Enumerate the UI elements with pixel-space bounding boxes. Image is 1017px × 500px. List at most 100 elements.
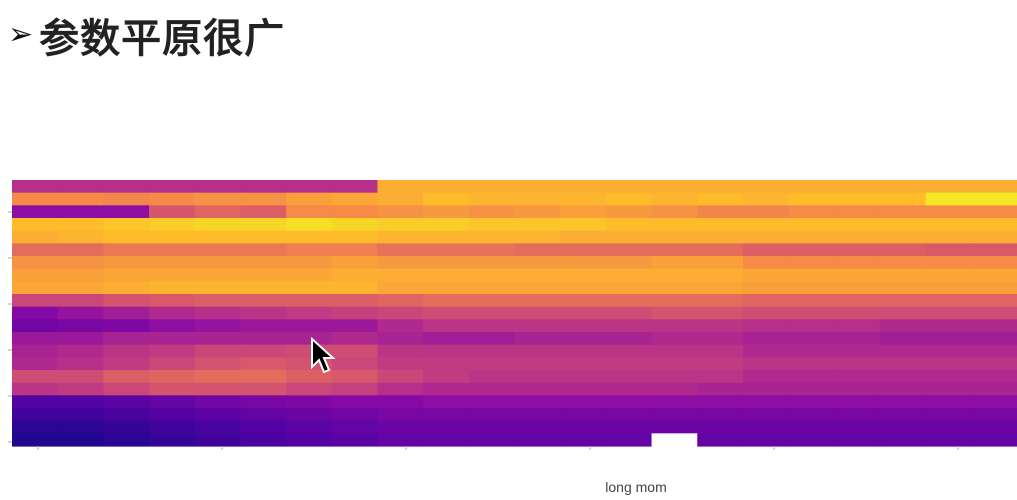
heatmap-cell xyxy=(57,370,104,384)
heatmap-cell xyxy=(423,344,470,358)
heatmap-cell xyxy=(12,205,59,219)
heatmap-cell xyxy=(468,357,516,371)
heatmap-cell xyxy=(834,268,881,282)
heatmap-cell xyxy=(103,344,150,358)
heatmap-cell xyxy=(788,332,835,346)
heatmap-cell xyxy=(423,218,470,232)
heatmap-cell xyxy=(514,268,561,282)
heatmap-cell xyxy=(879,205,927,219)
heatmap-cell xyxy=(423,357,470,371)
heatmap-cell xyxy=(194,294,242,308)
heatmap-cell xyxy=(560,408,607,422)
heatmap-cell xyxy=(103,332,150,346)
heatmap-cell xyxy=(605,243,653,257)
heatmap-cell xyxy=(468,408,516,422)
heatmap-cell xyxy=(468,256,516,270)
heatmap-cell xyxy=(468,294,516,308)
heatmap-cell xyxy=(12,319,59,333)
heatmap-cell xyxy=(560,281,607,295)
heatmap-cell xyxy=(57,243,104,257)
heatmap-cell xyxy=(514,192,561,206)
heatmap-cell xyxy=(697,218,744,232)
heatmap-cell xyxy=(331,180,379,194)
slide-heading: 参数平原很广 xyxy=(39,16,286,62)
heatmap-cell xyxy=(423,230,470,244)
heatmap-cell xyxy=(971,256,1017,270)
heatmap-cell xyxy=(651,306,698,320)
heatmap-cell xyxy=(57,408,104,422)
heatmap-cell xyxy=(971,180,1017,194)
heatmap-cell xyxy=(925,268,972,282)
heatmap-cell xyxy=(377,344,424,358)
heatmap-cell xyxy=(879,281,927,295)
heatmap-cell xyxy=(879,306,927,320)
heatmap-cell xyxy=(651,268,698,282)
heatmap-cell xyxy=(697,344,744,358)
heatmap-cell xyxy=(925,192,972,206)
heatmap-cell xyxy=(651,319,698,333)
heatmap-cell xyxy=(423,420,470,434)
heatmap-cell xyxy=(194,243,242,257)
heatmap-cell xyxy=(149,420,196,434)
heatmap-cell xyxy=(240,332,287,346)
heatmap-cell xyxy=(468,281,516,295)
heatmap-cell xyxy=(12,294,59,308)
heatmap-cell xyxy=(377,218,424,232)
heatmap-cell xyxy=(651,218,698,232)
heatmap-cell xyxy=(240,192,287,206)
heatmap-cell xyxy=(514,408,561,422)
heatmap-cell xyxy=(697,281,744,295)
heatmap-cell xyxy=(514,395,561,409)
heatmap-cell xyxy=(377,420,424,434)
heatmap-cell xyxy=(331,319,379,333)
heatmap-cell xyxy=(103,243,150,257)
heatmap-cell xyxy=(286,218,333,232)
heatmap-cell xyxy=(925,382,972,396)
heatmap-cell xyxy=(12,370,59,384)
heatmap-cell xyxy=(377,256,424,270)
heatmap-cell xyxy=(788,370,835,384)
heatmap-cell xyxy=(514,382,561,396)
heatmap-cell xyxy=(103,218,150,232)
heatmap-cell xyxy=(788,433,835,447)
heatmap-cell xyxy=(240,180,287,194)
heatmap-cell xyxy=(149,408,196,422)
heatmap-cell xyxy=(514,420,561,434)
heatmap-cell xyxy=(240,420,287,434)
heatmap-cell xyxy=(12,243,59,257)
heatmap-cell xyxy=(925,281,972,295)
heatmap-cell xyxy=(514,433,561,447)
heatmap-cell xyxy=(194,192,242,206)
heatmap-cell xyxy=(742,370,790,384)
heatmap-cell xyxy=(788,230,835,244)
heatmap-cell xyxy=(605,357,653,371)
heatmap-cell xyxy=(468,306,516,320)
heatmap-cell xyxy=(194,281,242,295)
heatmap-cell xyxy=(514,180,561,194)
heatmap-cell xyxy=(971,243,1017,257)
heatmap-cell xyxy=(834,281,881,295)
heatmap-cell xyxy=(605,306,653,320)
heatmap-cell xyxy=(651,420,698,434)
heatmap-cell xyxy=(240,395,287,409)
heatmap-cell xyxy=(149,243,196,257)
heatmap-cell xyxy=(331,370,379,384)
heatmap-cell xyxy=(560,268,607,282)
heatmap-cell xyxy=(286,192,333,206)
heatmap-cell xyxy=(468,218,516,232)
heatmap-cell xyxy=(560,433,607,447)
heatmap-cell xyxy=(560,319,607,333)
heatmap-cell xyxy=(879,256,927,270)
heatmap-cell xyxy=(514,218,561,232)
heatmap-cell xyxy=(834,180,881,194)
heatmap-cell xyxy=(194,230,242,244)
heatmap-cell xyxy=(377,382,424,396)
heatmap-cell xyxy=(879,230,927,244)
heatmap-cell xyxy=(57,180,104,194)
heatmap-cell xyxy=(423,319,470,333)
heatmap-cell xyxy=(788,218,835,232)
heatmap-cell xyxy=(925,408,972,422)
heatmap-cell xyxy=(925,370,972,384)
heatmap-cell xyxy=(879,395,927,409)
heatmap-cell xyxy=(149,180,196,194)
